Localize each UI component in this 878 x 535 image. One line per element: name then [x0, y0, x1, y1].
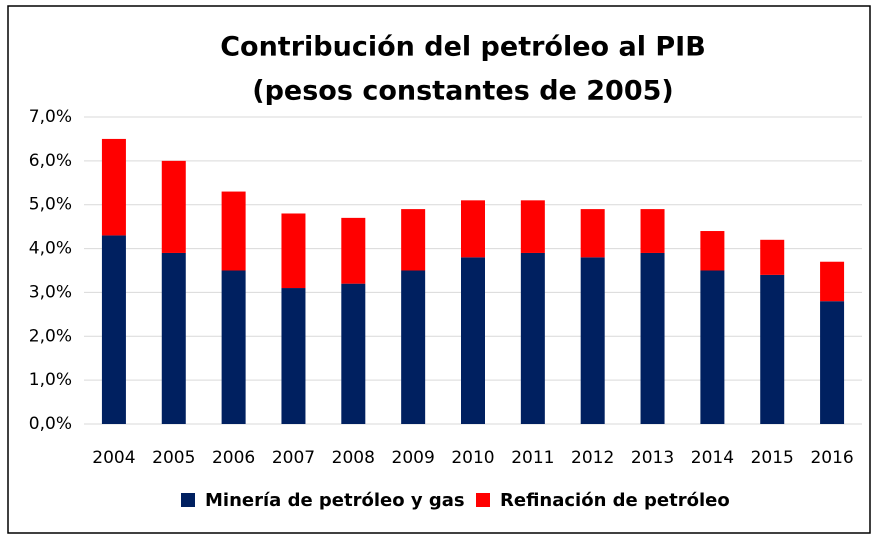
bar-segment: [640, 209, 665, 253]
y-tick-label: 4,0%: [29, 239, 72, 259]
bar-segment: [461, 257, 485, 424]
bar-segment: [520, 200, 545, 253]
bar-segment: [281, 213, 306, 289]
bar-segment: [221, 191, 246, 271]
x-tick-label: 2010: [451, 448, 494, 468]
bar-segment: [640, 252, 665, 424]
legend-swatch: [476, 493, 490, 507]
y-tick-label: 6,0%: [29, 151, 72, 171]
legend-label: Minería de petróleo y gas: [205, 490, 465, 511]
bar-segment: [101, 235, 126, 424]
bar-segment: [700, 270, 725, 424]
x-tick-label: 2007: [272, 448, 315, 468]
x-tick-label: 2011: [511, 448, 554, 468]
y-tick-label: 1,0%: [29, 370, 72, 390]
x-tick-label: 2008: [332, 448, 375, 468]
bar-segment: [520, 252, 545, 424]
bar-segment: [820, 261, 845, 302]
bar-segment: [760, 274, 785, 424]
y-tick-label: 7,0%: [29, 107, 72, 127]
bar-segment: [461, 200, 485, 258]
legend-label: Refinación de petróleo: [500, 490, 730, 511]
bar-segment: [580, 257, 605, 424]
x-tick-label: 2006: [212, 448, 255, 468]
chart-subtitle: (pesos constantes de 2005): [252, 76, 673, 107]
x-tick-label: 2013: [631, 448, 674, 468]
y-tick-label: 2,0%: [29, 326, 72, 346]
bar-segment: [281, 288, 306, 424]
y-tick-label: 3,0%: [29, 282, 72, 302]
bar-segment: [341, 283, 366, 424]
y-tick-label: 5,0%: [29, 195, 72, 215]
y-tick-label: 0,0%: [29, 414, 72, 434]
legend-swatch: [181, 493, 195, 507]
x-tick-label: 2009: [392, 448, 435, 468]
bar-segment: [161, 252, 186, 424]
bar-segment: [760, 239, 785, 275]
x-tick-label: 2015: [751, 448, 794, 468]
x-tick-label: 2012: [571, 448, 614, 468]
bar-segment: [820, 301, 845, 424]
bar-segment: [161, 160, 186, 253]
chart-title: Contribución del petróleo al PIB: [220, 32, 706, 63]
x-tick-label: 2016: [810, 448, 853, 468]
x-tick-label: 2014: [691, 448, 734, 468]
x-tick-label: 2005: [152, 448, 195, 468]
bar-segment: [401, 209, 426, 271]
bar-segment: [221, 270, 246, 424]
bar-segment: [341, 217, 366, 284]
chart-frame: [7, 5, 871, 534]
bar-segment: [580, 209, 605, 258]
x-tick-label: 2004: [92, 448, 135, 468]
bar-segment: [101, 138, 126, 236]
bar-segment: [700, 231, 725, 271]
bar-segment: [401, 270, 426, 424]
